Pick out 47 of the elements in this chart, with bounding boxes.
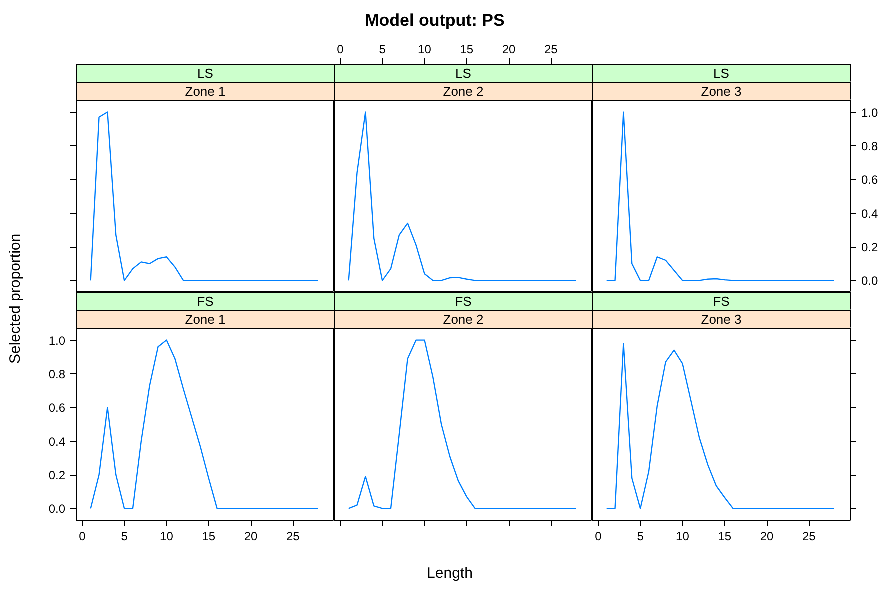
y-tick-label: 1.0 (48, 334, 66, 348)
x-tick-label: 15 (202, 530, 216, 544)
chart-subtitle: Zone 2 (443, 312, 484, 327)
chart-title: FS (713, 294, 730, 309)
x-tick-label: 5 (637, 530, 644, 544)
x-tick-label: 20 (760, 530, 774, 544)
x-tick-label: 10 (676, 530, 690, 544)
x-tick-label: 15 (718, 530, 732, 544)
y-tick-label: 0.0 (48, 502, 66, 516)
x-tick-label: 0 (337, 42, 344, 56)
chart-subtitle: Zone 1 (185, 84, 226, 99)
y-tick-label: 0.0 (862, 274, 879, 288)
y-tick-label: 0.2 (862, 240, 879, 255)
line-series (90, 340, 320, 510)
x-tick-label: 5 (121, 530, 128, 544)
x-tick-label: 25 (286, 530, 300, 544)
text: Selected proportion (6, 234, 25, 364)
y-tick-label: 0.6 (48, 401, 66, 416)
x-tick-label: 15 (460, 42, 474, 56)
chart-subtitle: Zone 3 (701, 84, 742, 99)
x-tick-label: 0 (79, 530, 86, 544)
x-tick-label: 20 (502, 42, 516, 56)
chart-title: FS (455, 294, 472, 309)
text: Model output: PS (365, 10, 505, 32)
chart-title: LS (714, 66, 730, 81)
y-tick-label: 0.8 (48, 367, 66, 382)
y-tick-label: 0.6 (862, 173, 879, 188)
chart-title: LS (198, 66, 214, 81)
chart-title: LS (456, 66, 472, 81)
chart-subtitle: Zone 1 (185, 312, 226, 327)
y-tick-label: 0.8 (862, 139, 879, 154)
y-tick-label: 0.2 (48, 468, 66, 483)
x-tick-label: 20 (244, 530, 258, 544)
x-tick-label: 10 (160, 530, 174, 544)
x-tick-label: 25 (802, 530, 816, 544)
text: Length (427, 564, 473, 584)
line-series (606, 112, 836, 282)
y-tick-label: 0.4 (48, 434, 66, 449)
x-tick-label: 0 (595, 530, 602, 544)
x-tick-label: 5 (379, 42, 386, 56)
chart-subtitle: Zone 3 (701, 312, 742, 327)
y-tick-label: 0.4 (862, 206, 879, 221)
y-tick-label: 1.0 (862, 106, 879, 120)
chart-title: FS (197, 294, 214, 309)
chart-subtitle: Zone 2 (443, 84, 484, 99)
x-tick-label: 10 (418, 42, 432, 56)
x-tick-label: 25 (544, 42, 558, 56)
